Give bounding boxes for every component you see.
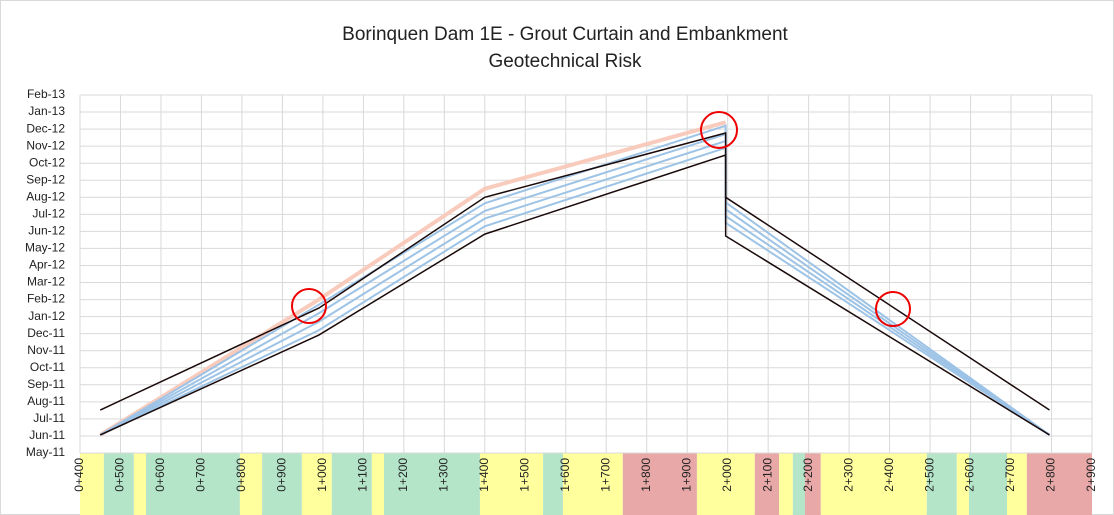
risk-band [696,453,755,515]
y-tick-label: Aug-12 [26,189,65,203]
risk-band [820,453,927,515]
x-tick-label: 2+400 [882,458,896,492]
chart-subtitle: Geotechnical Risk [488,51,642,72]
y-tick-label: Aug-11 [27,394,65,408]
y-tick-label: Dec-12 [26,121,65,135]
y-tick-label: Mar-12 [27,275,65,289]
risk-band [622,453,697,515]
x-tick-label: 0+400 [72,458,86,492]
y-tick-label: Sep-11 [27,377,65,391]
risk-band [779,453,793,515]
x-tick-label: 2+900 [1084,458,1098,492]
risk-band [371,453,385,515]
y-tick-label: Dec-11 [27,326,65,340]
risk-circle [291,288,327,324]
annotation-circles [291,111,911,327]
risk-band [562,453,623,515]
x-tick-label: 1+200 [396,458,410,492]
risk-band [754,453,780,515]
y-tick-label: Jul-11 [33,411,65,425]
risk-band [479,453,544,515]
risk-band [331,453,372,515]
x-tick-label: 1+800 [639,458,653,492]
y-tick-label: Sep-12 [26,172,65,186]
lines [100,122,1049,435]
risk-band [80,453,104,515]
y-tick-label: May-12 [25,241,65,255]
risk-band [1006,453,1027,515]
x-tick-label: 2+600 [963,458,977,492]
x-tick-label: 1+600 [558,458,572,492]
risk-band [1026,453,1092,515]
y-tick-label: Jul-12 [32,207,65,221]
y-tick-label: Feb-13 [27,87,65,101]
x-tick-label: 1+900 [679,458,693,492]
risk-bands [80,453,1092,515]
risk-band [926,453,957,515]
y-tick-label: Jun-12 [28,224,65,238]
risk-band [543,453,563,515]
y-tick-label: Jan-12 [28,309,65,323]
data-line [99,132,1050,411]
risk-band [262,453,302,515]
y-tick-label: Nov-12 [26,138,65,152]
y-tick-label: Apr-12 [29,258,65,272]
y-tick-label: Nov-11 [27,343,65,357]
x-tick-label: 2+000 [720,458,734,492]
y-tick-label: Oct-11 [30,360,65,374]
x-tick-label: 1+000 [315,458,329,492]
x-tick-label: 0+800 [234,458,248,492]
x-tick-label: 0+500 [113,458,127,492]
risk-band [239,453,263,515]
x-tick-label: 0+600 [153,458,167,492]
risk-band [145,453,240,515]
x-tick-label: 2+100 [760,458,774,492]
tick-labels: May-11 Jun-11 Jul-11 Aug-11 Sep-11 Oct-11 Nov-… [25,87,1098,492]
risk-band [792,453,805,515]
x-tick-label: 2+700 [1003,458,1017,492]
data-line [99,146,1051,436]
x-tick-label: 0+700 [194,458,208,492]
risk-circle [700,111,738,149]
grid [79,94,1093,454]
x-tick-label: 2+200 [801,458,815,492]
data-line [99,132,1051,436]
y-tick-label: Oct-12 [29,155,65,169]
y-tick-label: May-11 [26,445,65,459]
data-line [99,139,1051,436]
x-tick-label: 1+700 [598,458,612,492]
risk-band [804,453,821,515]
x-tick-label: 1+400 [477,458,491,492]
y-tick-label: Jan-13 [28,104,65,118]
y-tick-label: Feb-12 [27,292,65,306]
risk-band [133,453,146,515]
risk-band [301,453,332,515]
x-tick-label: 2+500 [922,458,936,492]
y-tick-label: Jun-11 [29,428,65,442]
risk-circle [875,291,911,327]
x-tick-label: 1+100 [356,458,370,492]
chart-title: Borinquen Dam 1E - Grout Curtain and Emb… [342,24,788,45]
x-tick-label: 2+800 [1044,458,1058,492]
risk-band [956,453,969,515]
risk-band [968,453,1007,515]
risk-band [103,453,134,515]
risk-band [384,453,480,515]
x-tick-label: 0+900 [275,458,289,492]
x-tick-label: 2+300 [841,458,855,492]
x-tick-label: 1+300 [436,458,450,492]
x-tick-label: 1+500 [517,458,531,492]
data-line [99,153,1050,436]
